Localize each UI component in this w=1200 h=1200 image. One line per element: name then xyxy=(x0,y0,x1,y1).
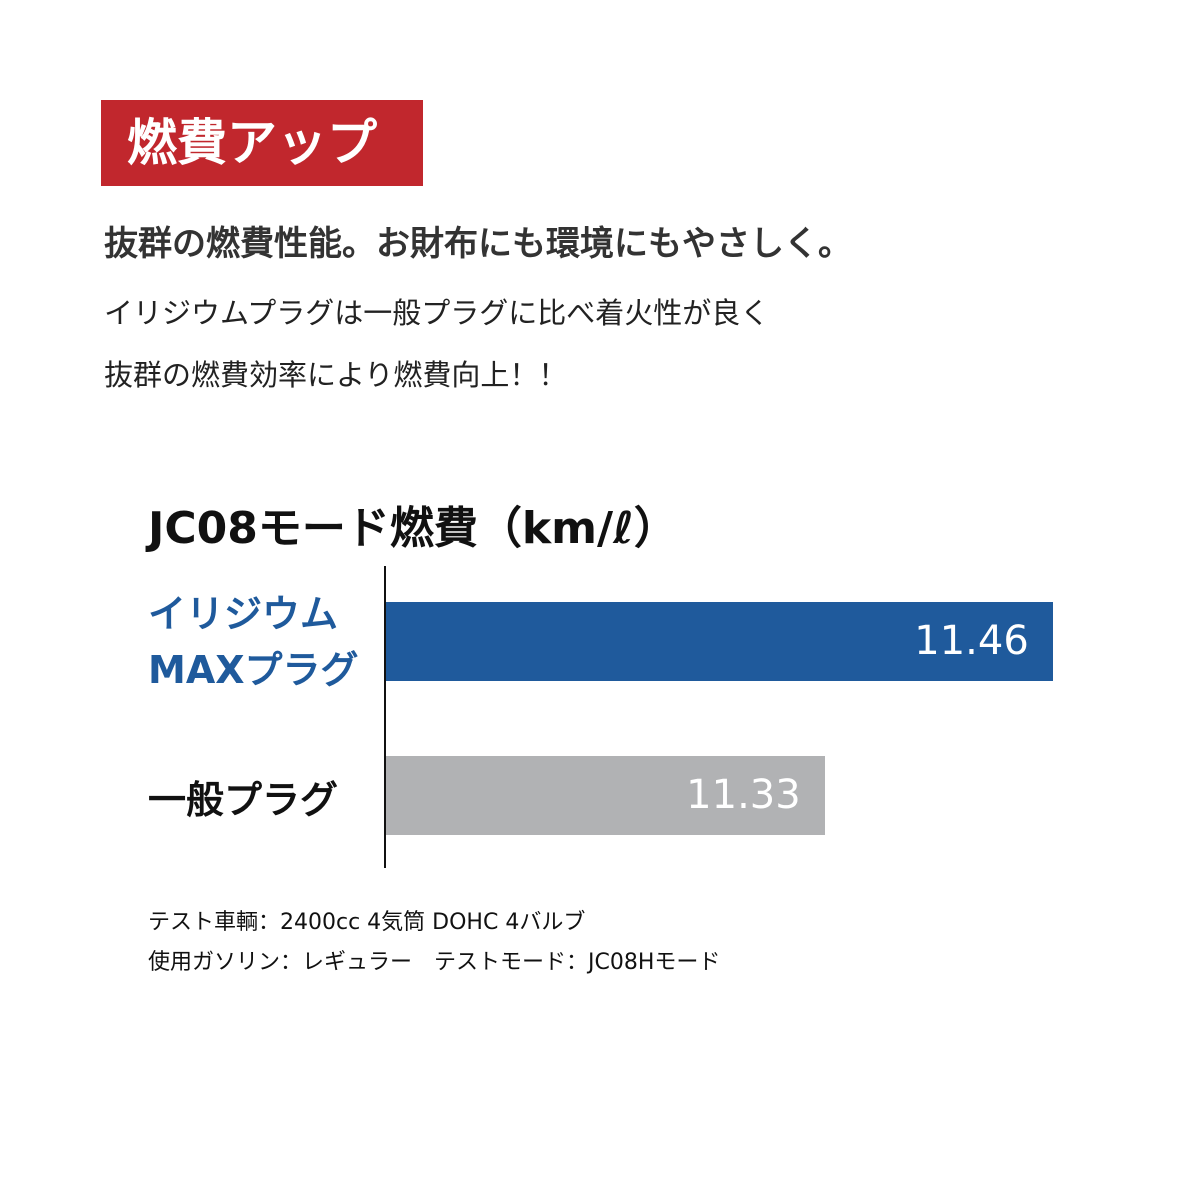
chart-title: JC08モード燃費（km/ℓ） xyxy=(148,503,678,554)
test-vehicle-note: テスト車輌：2400cc 4気筒 DOHC 4バルブ xyxy=(148,910,586,935)
body-line-1: イリジウムプラグは一般プラグに比べ着火性が良く xyxy=(104,296,770,330)
bar-iridium: 11.46 xyxy=(386,602,1053,681)
data-label-iridium: 11.46 xyxy=(914,618,1029,664)
category-label-standard: 一般プラグ xyxy=(148,778,339,822)
test-condition-note: 使用ガソリン：レギュラー テストモード：JC08Hモード xyxy=(148,950,721,975)
category-label-line: イリジウム xyxy=(148,592,339,636)
body-line-2: 抜群の燃費効率により燃費向上！！ xyxy=(104,358,568,392)
y-axis-line xyxy=(384,566,386,868)
category-label-iridium: イリジウム MAXプラグ xyxy=(148,586,359,698)
data-label-standard: 11.33 xyxy=(686,772,801,818)
bar-standard: 11.33 xyxy=(386,756,825,835)
fuel-up-badge: 燃費アップ xyxy=(101,100,423,186)
headline: 抜群の燃費性能。お財布にも環境にもやさしく。 xyxy=(104,224,852,264)
category-label-line: MAXプラグ xyxy=(148,648,359,692)
